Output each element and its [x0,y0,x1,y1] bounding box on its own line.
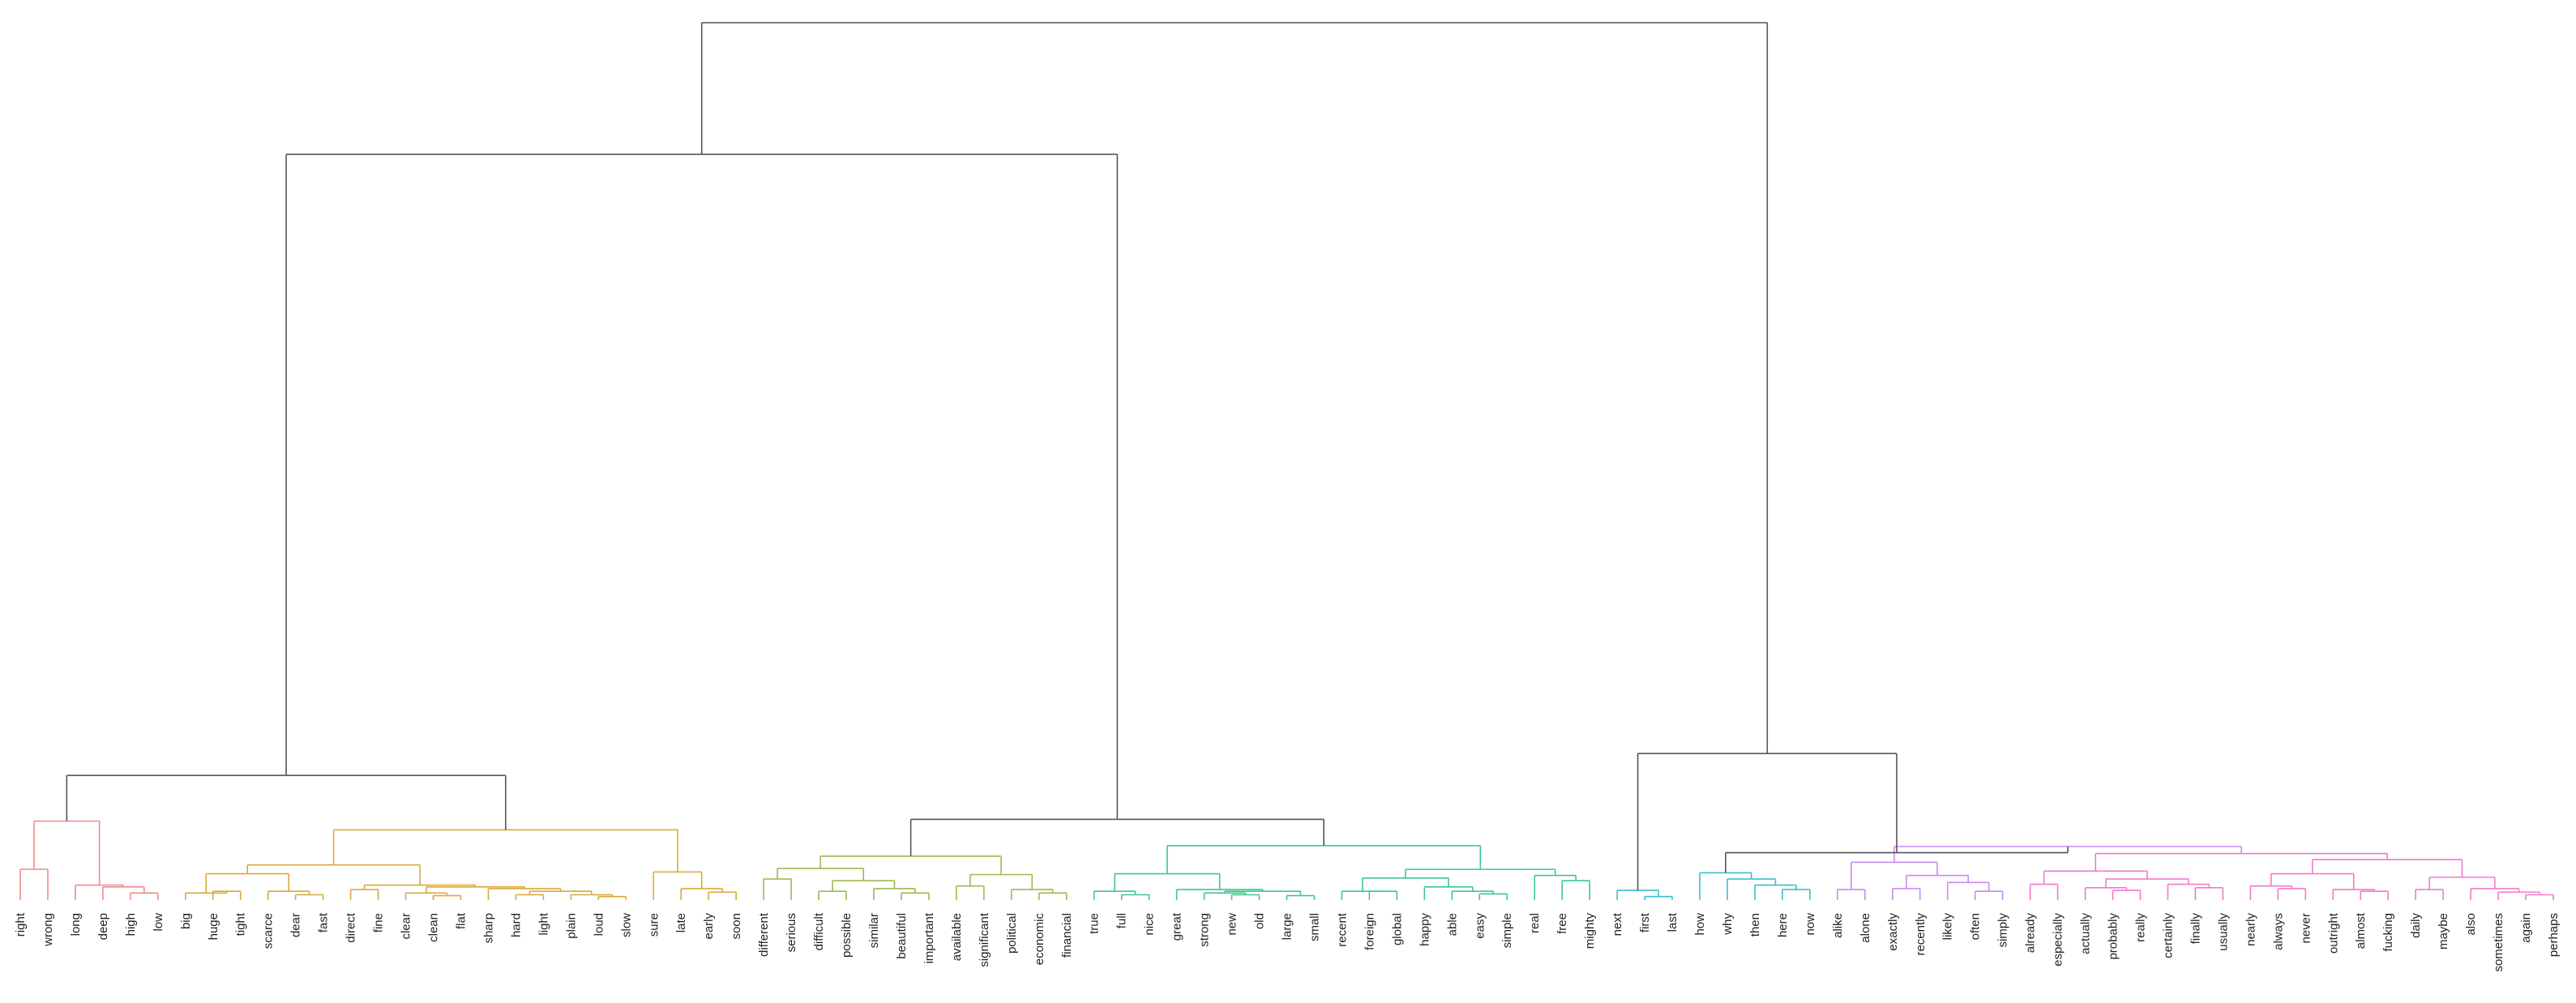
leaf-label: next [1611,912,1624,936]
leaf-label: small [1307,913,1321,941]
leaf-label: recent [1335,912,1349,947]
leaf-label: perhaps [2547,913,2561,957]
leaf-label: serious [785,913,798,952]
leaf-label: slow [619,913,633,937]
leaf-label: late [674,913,688,932]
leaf-label: beautiful [895,913,909,959]
leaf-label: new [1226,913,1239,936]
leaf-label: plain [564,913,578,939]
leaf-label: true [1088,913,1102,934]
leaf-label: sometimes [2492,913,2505,972]
leaf-label: huge [207,913,220,940]
leaf-label: clear [400,913,413,940]
leaf-label: especially [2052,913,2065,967]
leaf-label: certainly [2161,913,2175,958]
leaf-label: almost [2354,912,2368,949]
leaf-label: long [69,913,83,936]
leaf-label: exactly [1886,913,1900,951]
leaf-label: real [1528,913,1542,933]
leaf-label: simply [1996,913,2010,948]
leaf-label: actually [2079,913,2093,954]
leaf-label: why [1721,913,1735,936]
leaf-label: old [1253,913,1267,929]
leaf-label: scarce [262,913,276,949]
leaf-label: always [2271,913,2285,950]
leaf-label: how [1693,913,1707,936]
leaf-label: mighty [1583,913,1597,949]
leaf-label: large [1281,913,1294,940]
leaf-label: finally [2189,913,2202,945]
leaf-label: important [922,912,936,963]
leaf-label: clean [427,913,441,942]
leaf-label: global [1390,913,1404,945]
leaf-label: alike [1831,913,1845,938]
leaf-label: probably [2107,913,2120,960]
leaf-label: outright [2326,912,2340,954]
leaf-label: also [2464,913,2478,936]
leaf-label: free [1555,913,1569,934]
leaf-label: economic [1033,913,1046,966]
leaf-label: again [2519,913,2533,943]
leaf-label: financial [1060,913,1074,958]
leaf-label: then [1748,913,1762,937]
leaf-labels: right wrong long deep high low big huge tight sca… [14,912,2561,971]
leaf-label: hard [509,913,523,937]
leaf-label: already [2024,913,2038,954]
leaf-label: low [152,913,165,932]
leaf-label: similar [867,913,881,948]
leaf-label: really [2133,913,2147,942]
leaf-label: simple [1500,913,1514,948]
leaf-label: likely [1941,913,1955,941]
leaf-label: nearly [2244,913,2257,946]
leaf-label: high [124,913,138,936]
leaf-label: here [1776,913,1790,937]
leaf-label: available [950,913,964,961]
leaf-label: foreign [1363,913,1376,950]
leaf-label: happy [1418,913,1431,946]
leaf-label: big [179,913,193,929]
leaf-label: never [2299,913,2313,944]
leaf-label: alone [1859,913,1872,943]
leaf-label: easy [1473,913,1487,939]
leaf-label: direct [344,912,358,943]
leaf-label: last [1666,912,1680,932]
leaf-label: usually [2216,913,2230,951]
leaf-label: daily [2409,913,2423,938]
leaf-label: soon [730,913,743,940]
leaf-label: political [1005,913,1019,954]
dendrogram-links [19,22,2554,900]
leaf-label: wrong [41,913,55,947]
leaf-label: tight [234,912,248,936]
leaf-label: sharp [481,913,495,944]
leaf-label: maybe [2437,913,2450,949]
leaf-label: dear [289,913,303,937]
leaf-label: deep [96,913,110,940]
leaf-label: strong [1198,913,1212,947]
leaf-label: fucking [2381,913,2395,952]
leaf-label: sure [647,913,661,937]
leaf-label: loud [592,913,605,936]
leaf-label: possible [840,913,854,958]
leaf-label: able [1445,913,1459,936]
leaf-label: right [14,912,28,937]
leaf-label: fast [317,912,331,932]
leaf-label: often [1969,913,1983,940]
leaf-label: early [702,913,716,940]
leaf-label: great [1170,912,1184,941]
leaf-label: full [1115,913,1129,928]
leaf-label: fine [372,913,386,932]
leaf-label: significant [978,912,991,967]
leaf-label: different [757,912,771,957]
leaf-label: flat [454,912,468,929]
leaf-label: light [537,912,550,935]
leaf-label: nice [1143,913,1157,936]
leaf-label: recently [1914,913,1928,956]
leaf-label: now [1804,913,1817,936]
leaf-label: difficult [812,912,826,950]
leaf-label: first [1638,912,1652,932]
